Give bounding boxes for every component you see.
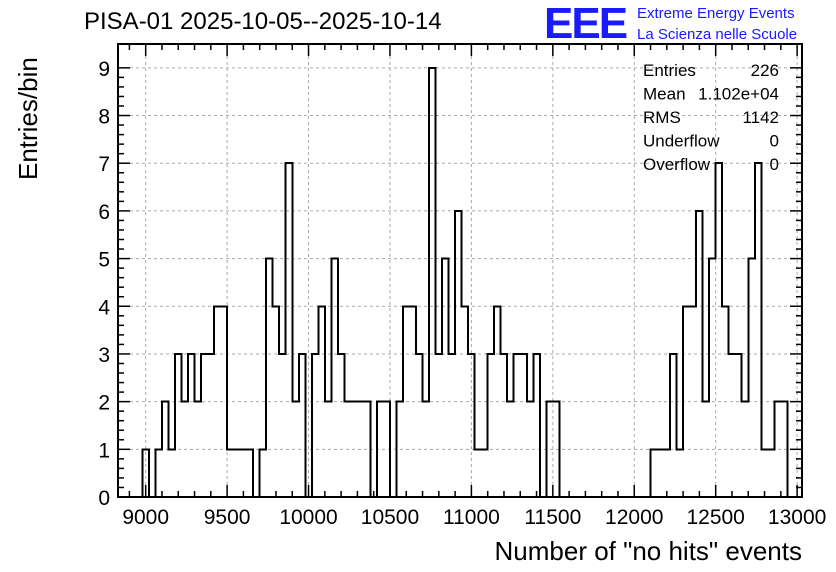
y-tick-label: 7: [98, 153, 110, 176]
x-tick-label: 11500: [524, 506, 581, 529]
y-tick-label: 9: [98, 58, 110, 81]
y-tick-label: 0: [98, 487, 110, 510]
y-tick-label: 4: [98, 296, 110, 319]
stat-label: Entries: [643, 61, 696, 80]
y-tick-label: 3: [98, 344, 110, 367]
x-tick-label: 12500: [686, 506, 744, 529]
stat-value: 1142: [742, 108, 779, 127]
stat-label: Mean: [643, 85, 686, 104]
stat-label: RMS: [643, 108, 681, 127]
y-tick-label: 1: [98, 439, 110, 462]
y-tick-label: 6: [98, 201, 110, 224]
y-tick-label: 2: [98, 392, 110, 415]
y-axis-label: Entries/bin: [13, 57, 43, 180]
x-tick-label: 13000: [768, 506, 826, 529]
x-tick-label: 9000: [122, 506, 169, 529]
stat-label: Overflow: [643, 155, 711, 174]
stat-label: Underflow: [643, 132, 720, 151]
y-tick-label: 5: [98, 249, 110, 272]
grid-lines: [118, 44, 802, 497]
y-tick-label: 8: [98, 106, 110, 129]
x-tick-label: 10000: [279, 506, 337, 529]
stat-value: 0: [770, 155, 779, 174]
x-axis-label: Number of "no hits" events: [494, 536, 803, 566]
axis-ticks: 9000 9500 10000 10500 11000 11500 12000 12500 13…: [98, 44, 826, 529]
x-tick-label: 11000: [443, 506, 500, 529]
eee-logo: EEE Extreme Energy Events La Scienza nel…: [544, 2, 836, 46]
logo-line-1: Extreme Energy Events: [637, 5, 795, 22]
stat-value: 226: [751, 61, 779, 80]
x-tick-label: 12000: [605, 506, 663, 529]
stat-value: 1.102e+04: [698, 85, 779, 104]
logo-line-2: La Scienza nelle Scuole: [637, 26, 798, 43]
plot-frame: [117, 43, 803, 498]
x-tick-label: 10500: [361, 506, 419, 529]
stat-value: 0: [770, 132, 779, 151]
eee-logo-mark: EEE: [544, 0, 628, 48]
chart-title: PISA-01 2025-10-05--2025-10-14: [84, 8, 442, 35]
stats-box: Entries 226 Mean 1.102e+04 RMS 1142 Underflow 0…: [643, 61, 779, 174]
histogram-line: [141, 66, 794, 498]
x-tick-label: 9500: [204, 506, 251, 529]
